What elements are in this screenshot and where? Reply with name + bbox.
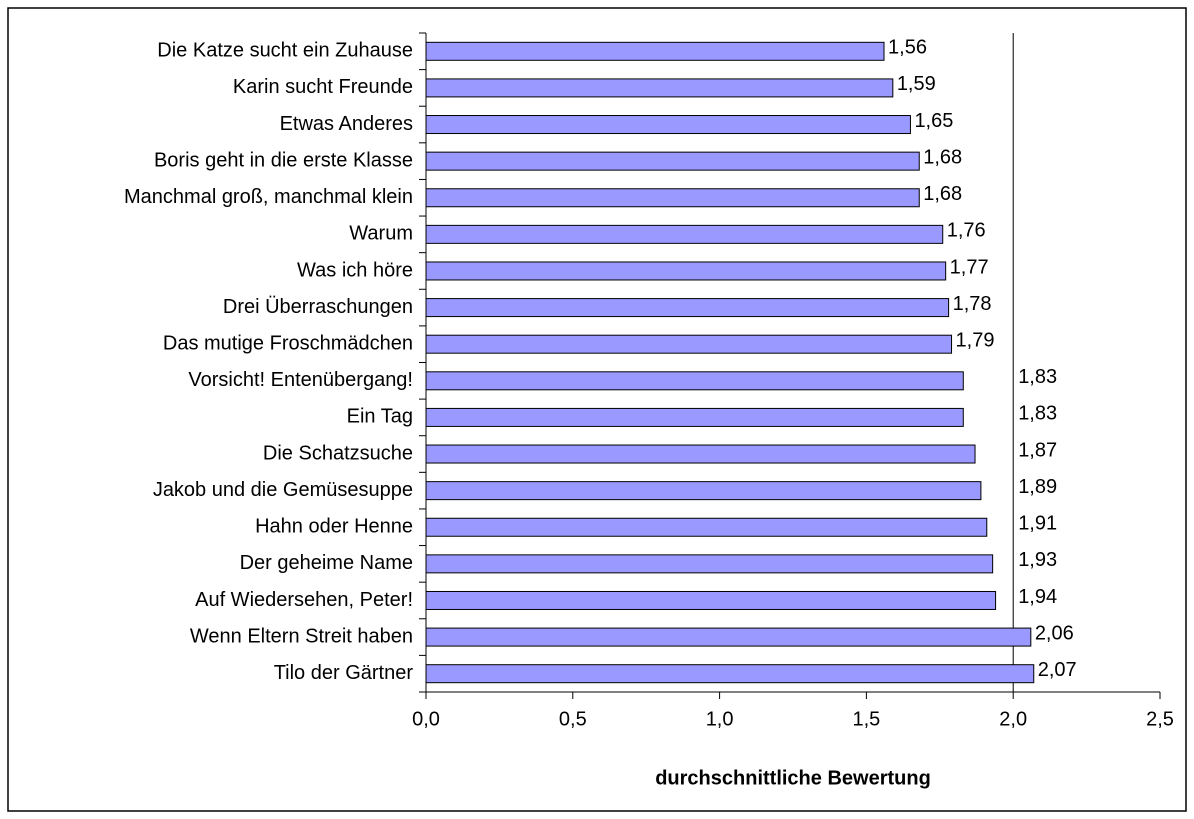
- y-tick-label: Die Katze sucht ein Zuhause: [157, 40, 413, 62]
- bar: [425, 151, 920, 171]
- data-label: 1,65: [914, 110, 953, 132]
- bar: [425, 407, 964, 427]
- y-tick-label: Jakob und die Gemüsesuppe: [153, 479, 413, 501]
- bar: [425, 481, 982, 501]
- bar: [425, 334, 953, 354]
- x-tick-label: 0,0: [412, 708, 440, 730]
- x-axis-title: durchschnittliche Bewertung: [655, 767, 931, 789]
- data-label: 1,93: [1018, 549, 1057, 571]
- x-tick-label: 1,5: [852, 708, 880, 730]
- data-label: 1,89: [1018, 476, 1057, 498]
- bar: [425, 590, 997, 610]
- y-tick-label: Hahn oder Henne: [255, 516, 413, 538]
- data-label: 1,68: [923, 183, 962, 205]
- data-label: 1,79: [956, 329, 995, 351]
- y-tick-label: Drei Überraschungen: [223, 296, 413, 318]
- y-tick-label: Vorsicht! Entenübergang!: [188, 369, 413, 391]
- bar: [425, 517, 988, 537]
- bar: [425, 298, 950, 318]
- y-tick-label: Tilo der Gärtner: [274, 662, 414, 684]
- y-tick-label: Karin sucht Freunde: [233, 76, 413, 98]
- data-label: 1,77: [950, 256, 989, 278]
- x-tick-label: 1,0: [706, 708, 734, 730]
- y-tick-label: Warum: [349, 223, 413, 245]
- y-tick-label: Die Schatzsuche: [263, 442, 413, 464]
- data-label: 1,59: [897, 73, 936, 95]
- bar: [425, 371, 964, 391]
- bar: [425, 224, 944, 244]
- data-label: 2,06: [1035, 622, 1074, 644]
- bar: [425, 554, 994, 574]
- bar: [425, 78, 894, 98]
- data-label: 2,07: [1038, 659, 1077, 681]
- data-label: 1,87: [1018, 439, 1057, 461]
- data-label: 1,68: [923, 146, 962, 168]
- x-tick-label: 2,0: [999, 708, 1027, 730]
- bar: [425, 627, 1032, 647]
- data-label: 1,78: [953, 293, 992, 315]
- x-tick-label: 0,5: [559, 708, 587, 730]
- bar: [425, 115, 911, 135]
- y-tick-label: Ein Tag: [347, 406, 413, 428]
- data-label: 1,94: [1018, 586, 1057, 608]
- y-tick-label: Der geheime Name: [240, 552, 413, 574]
- bar: [425, 444, 976, 464]
- y-tick-label: Manchmal groß, manchmal klein: [124, 186, 413, 208]
- data-label: 1,56: [888, 37, 927, 59]
- x-tick-label: 2,5: [1146, 708, 1174, 730]
- bar: [425, 261, 947, 281]
- data-label: 1,76: [947, 220, 986, 242]
- y-tick-label: Wenn Eltern Streit haben: [190, 625, 413, 647]
- data-label: 1,91: [1018, 513, 1057, 535]
- y-tick-label: Boris geht in die erste Klasse: [154, 149, 413, 171]
- bar: [425, 188, 920, 208]
- data-label: 1,83: [1018, 403, 1057, 425]
- y-tick-label: Etwas Anderes: [280, 113, 413, 135]
- y-tick-label: Was ich höre: [297, 259, 413, 281]
- y-tick-label: Das mutige Froschmädchen: [163, 332, 413, 354]
- bar: [425, 41, 885, 61]
- data-label: 1,83: [1018, 366, 1057, 388]
- y-tick-label: Auf Wiedersehen, Peter!: [195, 589, 413, 611]
- bar: [425, 664, 1035, 684]
